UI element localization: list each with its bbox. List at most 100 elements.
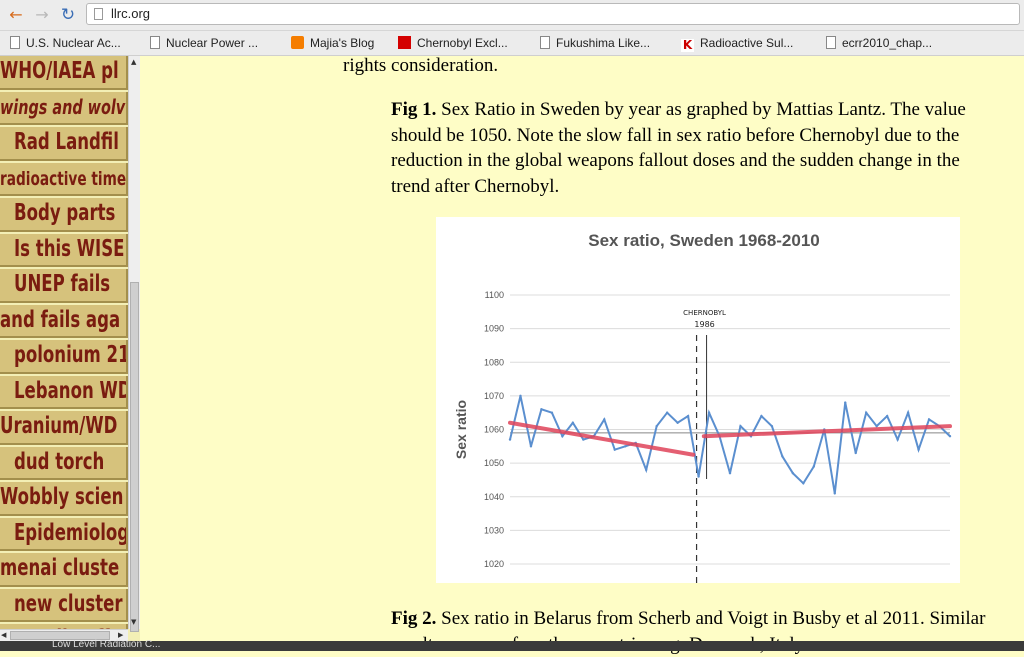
sidebar-item[interactable]: and fails aga [0, 304, 128, 338]
paragraph-intro: rights consideration. [343, 55, 499, 76]
data-point [561, 435, 564, 438]
data-point [917, 448, 920, 451]
y-tick-label: 1070 [484, 391, 504, 401]
sidebar-item[interactable]: Body parts [0, 198, 128, 232]
status-bar: Low Level Radiation C... [0, 639, 1024, 651]
reload-icon[interactable]: ↻ [60, 5, 76, 25]
data-point [896, 438, 899, 441]
series-line [509, 395, 951, 494]
scroll-up-arrow-icon[interactable]: ▲ [131, 58, 137, 66]
data-point [571, 421, 575, 424]
data-point [948, 435, 952, 438]
browser-toolbar: ← → ↻ llrc.org [0, 0, 1024, 31]
sidebar-item-label: dud torch [14, 448, 105, 475]
y-tick-label: 1030 [484, 525, 504, 535]
figure-2-label: Fig 2. [391, 608, 437, 629]
sidebar-item-label: UNEP fails [14, 271, 111, 297]
y-tick-label: 1050 [484, 458, 504, 468]
data-point [802, 482, 805, 485]
data-point [812, 465, 816, 468]
sidebar-list: WHO/IAEA pl wings and wolv Rad Landfil r… [0, 56, 128, 641]
sidebar-item[interactable]: Lebanon WD [0, 375, 128, 409]
k-logo-icon: K [681, 38, 694, 52]
bookmark-label: Fukushima Like... [556, 36, 651, 50]
data-point [686, 414, 690, 418]
sidebar-item-label: Rad Landfil [14, 129, 119, 155]
bookmark-item[interactable]: Nuclear Power ... [150, 35, 258, 51]
data-point [739, 424, 742, 428]
data-point [508, 438, 512, 441]
sidebar-item-label: WHO/IAEA pl [0, 58, 119, 84]
sidebar-item[interactable]: Wobbly scien [0, 482, 128, 516]
sidebar-item[interactable]: dud torch [0, 446, 128, 480]
data-point [833, 492, 836, 495]
sidebar-item[interactable]: Uranium/WD [0, 411, 128, 445]
data-point [728, 472, 732, 475]
scroll-left-arrow-icon[interactable]: ◀ [1, 631, 7, 639]
sex-ratio-chart: Sex ratio, Sweden 1968-2010 1020 1030 1040 1… [436, 217, 960, 583]
url-text: llrc.org [111, 6, 151, 21]
page-icon [540, 36, 550, 49]
sidebar-item[interactable]: new cluster [0, 588, 128, 622]
sidebar-item-label: Uranium/WD [0, 413, 118, 439]
data-point [676, 421, 679, 424]
y-axis-label: Sex ratio [453, 400, 469, 459]
y-tick-label: 1090 [484, 324, 504, 334]
page-icon [150, 36, 160, 49]
data-point [519, 394, 522, 398]
sidebar-item[interactable]: WHO/IAEA pl [0, 56, 128, 90]
bookmark-label: U.S. Nuclear Ac... [26, 36, 121, 50]
sidebar-vertical-scrollbar[interactable]: ▲ ▼ [128, 56, 140, 632]
sidebar-item[interactable]: Epidemiolog [0, 517, 128, 551]
data-point [781, 455, 784, 458]
scroll-right-arrow-icon[interactable]: ▶ [118, 631, 124, 639]
sidebar-item-label: Epidemiolog [14, 519, 128, 546]
data-point [760, 414, 763, 418]
sidebar-item[interactable]: Rad Landfil [0, 127, 128, 161]
sidebar-item-label: new cluster [14, 590, 123, 617]
sidebar-item[interactable]: polonium 21 [0, 340, 128, 374]
bookmark-item[interactable]: ecrr2010_chap... [826, 35, 932, 51]
bookmark-item[interactable]: Majia's Blog [291, 35, 374, 51]
sidebar-item-label: and fails aga [0, 306, 121, 333]
address-bar[interactable]: llrc.org [86, 3, 1020, 25]
bookmark-label: Nuclear Power ... [166, 36, 259, 50]
y-tick-label: 1020 [484, 559, 504, 569]
bookmark-item[interactable]: Fukushima Like... [540, 35, 650, 51]
data-point [864, 411, 868, 414]
sidebar-item[interactable]: Is this WISE [0, 233, 128, 267]
sidebar-item[interactable]: UNEP fails [0, 269, 128, 303]
sidebar-item[interactable]: wings and wolv [0, 91, 128, 125]
figure-1-caption: Fig 1. Sex Ratio in Sweden by year as gr… [391, 97, 991, 199]
back-arrow-icon[interactable]: ← [9, 5, 23, 24]
bookmark-item[interactable]: U.S. Nuclear Ac... [10, 35, 121, 51]
bookmark-label: Radioactive Sul... [700, 36, 794, 50]
scrollbar-thumb[interactable] [10, 631, 110, 640]
data-point [927, 418, 931, 421]
scroll-down-arrow-icon[interactable]: ▼ [131, 618, 137, 626]
y-tick-label: 1040 [484, 492, 504, 502]
data-point [791, 472, 795, 475]
sidebar-item[interactable]: menai cluste [0, 553, 128, 587]
sidebar-item[interactable]: radioactive time [0, 162, 128, 196]
bookmarks-bar: U.S. Nuclear Ac... Nuclear Power ... Maj… [0, 31, 1024, 56]
bookmark-item[interactable]: K Radioactive Sul... [681, 35, 794, 52]
data-point [665, 411, 669, 414]
sidebar-horizontal-scrollbar[interactable]: ◀ ▶ [0, 629, 128, 641]
trend-line [508, 420, 696, 457]
bookmark-item[interactable]: Chernobyl Excl... [398, 35, 508, 51]
red-logo-icon [398, 36, 411, 49]
chernobyl-annotation-year: 1986 [694, 320, 714, 329]
y-tick-label: 1080 [484, 357, 504, 367]
data-point [582, 438, 585, 441]
data-point [844, 401, 847, 404]
scrollbar-thumb[interactable] [130, 282, 139, 632]
forward-arrow-icon[interactable]: → [35, 5, 49, 24]
blogger-icon [291, 36, 304, 49]
figure-1-label: Fig 1. [391, 99, 437, 120]
sidebar-item-label: radioactive time [0, 167, 127, 190]
data-point [603, 418, 606, 421]
y-tick-label: 1100 [485, 290, 504, 300]
data-point [655, 424, 658, 428]
left-nav-frame: WHO/IAEA pl wings and wolv Rad Landfil r… [0, 56, 140, 641]
